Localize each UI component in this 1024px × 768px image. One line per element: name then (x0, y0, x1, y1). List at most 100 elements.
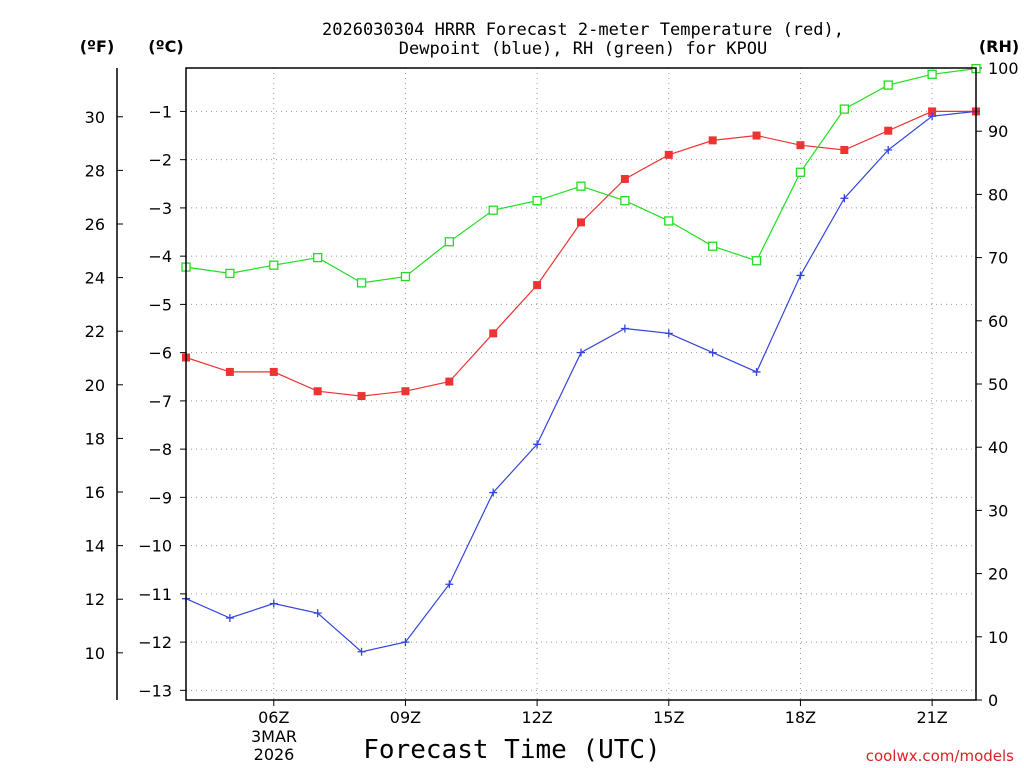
rh-point (751, 256, 762, 266)
dewpoint-point (533, 440, 542, 449)
temperature-point (752, 131, 761, 140)
credit-link[interactable]: coolwx.com/models (866, 747, 1014, 765)
fahrenheit-tick-label: 26 (85, 215, 105, 234)
x-tick-label: 06Z (258, 708, 289, 727)
rh-tick-label: 80 (988, 185, 1008, 204)
celsius-tick-label: −5 (148, 295, 172, 314)
rh-point (488, 205, 498, 215)
fahrenheit-tick-label: 18 (85, 429, 105, 448)
rh-point (444, 237, 454, 247)
rh-tick-label: 10 (988, 628, 1008, 647)
temperature-point (928, 107, 937, 116)
dewpoint-point (840, 194, 849, 203)
temperature-point (269, 367, 278, 376)
dewpoint-point (357, 647, 366, 656)
date-label-year: 2026 (254, 745, 295, 764)
dewpoint-point (225, 613, 234, 622)
temperature-point (313, 387, 322, 396)
dewpoint-point (313, 609, 322, 618)
rh-line (185, 68, 977, 284)
x-tick-label: 15Z (653, 708, 684, 727)
celsius-tick-label: −8 (148, 440, 172, 459)
x-tick-label: 18Z (785, 708, 816, 727)
celsius-axis: −1 −2 −3 −4 −5 −6 −7 −8 −9 −10 −11 −12 −13 (138, 102, 186, 700)
rh-point (356, 278, 367, 288)
celsius-tick-label: −6 (148, 344, 172, 363)
celsius-tick-label: −7 (148, 392, 172, 411)
rh-point (927, 69, 937, 79)
dewpoint-point (708, 348, 717, 357)
rh-point (664, 216, 674, 226)
temperature-point (225, 367, 234, 376)
x-axis-title: Forecast Time (UTC) (363, 735, 660, 765)
rh-tick-label: 50 (988, 375, 1008, 394)
date-label-month: 3MAR (251, 727, 297, 746)
dewpoint-point (752, 367, 761, 376)
dewpoint-line (185, 110, 977, 653)
rh-tick-label: 90 (988, 122, 1008, 141)
dewpoint-point (401, 638, 410, 647)
dewpoint-point (577, 348, 585, 357)
rh-point (532, 196, 542, 206)
temperature-point (884, 126, 893, 135)
rh-tick-label: 20 (988, 565, 1008, 584)
dewpoint-point (796, 271, 805, 280)
rh-tick-label: 100 (988, 59, 1019, 78)
rh-tick-label: 70 (988, 249, 1008, 268)
rh-point (576, 181, 586, 191)
rh-tick-label: 0 (988, 691, 998, 710)
temperature-point (708, 136, 717, 145)
temperature-point (357, 392, 366, 401)
celsius-tick-label: −10 (138, 537, 172, 556)
celsius-tick-label: −11 (138, 585, 172, 604)
dewpoint-point (884, 146, 893, 155)
fahrenheit-tick-label: 20 (85, 376, 105, 395)
rh-tick-label: 40 (988, 438, 1008, 457)
rh-tick-label: 60 (988, 312, 1008, 331)
temperature-point (489, 329, 498, 338)
temperature-point (533, 281, 542, 290)
rh-point (708, 241, 718, 251)
celsius-tick-label: −2 (148, 151, 172, 170)
dewpoint-point (928, 112, 937, 121)
celsius-tick-label: −13 (138, 681, 172, 700)
celsius-tick-label: −9 (148, 488, 172, 507)
rh-point (269, 260, 279, 270)
rh-unit-label: (RH) (979, 37, 1019, 56)
celsius-tick-label: −3 (148, 199, 172, 218)
dewpoint-point (620, 324, 629, 333)
temperature-point (840, 146, 849, 155)
x-tick-label: 12Z (521, 708, 552, 727)
chart-title-line-2: Dewpoint (blue), RH (green) for KPOU (399, 39, 767, 59)
grid-lines (186, 68, 976, 700)
celsius-tick-label: −4 (148, 247, 172, 266)
dewpoint-point (269, 599, 278, 608)
fahrenheit-tick-label: 12 (85, 590, 105, 609)
rh-point (620, 196, 630, 206)
temperature-point (664, 150, 673, 159)
fahrenheit-tick-label: 28 (85, 161, 105, 180)
fahrenheit-tick-label: 14 (85, 537, 105, 556)
temperature-point (577, 218, 585, 227)
fahrenheit-axis: 30 28 26 24 22 20 18 16 14 12 10 (85, 68, 123, 700)
plot-frame (185, 67, 977, 701)
x-tick-label: 09Z (390, 708, 421, 727)
temperature-point (445, 377, 454, 386)
temperature-point (620, 174, 629, 183)
series-layer (181, 63, 981, 656)
x-axis: 06Z 09Z 12Z 15Z 18Z 21Z (258, 700, 948, 727)
fahrenheit-tick-label: 16 (85, 483, 105, 502)
celsius-tick-label: −12 (138, 633, 172, 652)
rh-tick-label: 30 (988, 501, 1008, 520)
celsius-unit-label: (ºC) (148, 37, 183, 56)
x-tick-label: 21Z (916, 708, 947, 727)
dewpoint-point (445, 580, 454, 589)
fahrenheit-tick-label: 30 (85, 108, 105, 127)
dewpoint-point (489, 488, 498, 497)
temperature-point (401, 387, 410, 396)
rh-point (400, 271, 411, 282)
chart-title-line-1: 2026030304 HRRR Forecast 2-meter Tempera… (322, 20, 844, 40)
fahrenheit-tick-label: 24 (85, 269, 105, 288)
